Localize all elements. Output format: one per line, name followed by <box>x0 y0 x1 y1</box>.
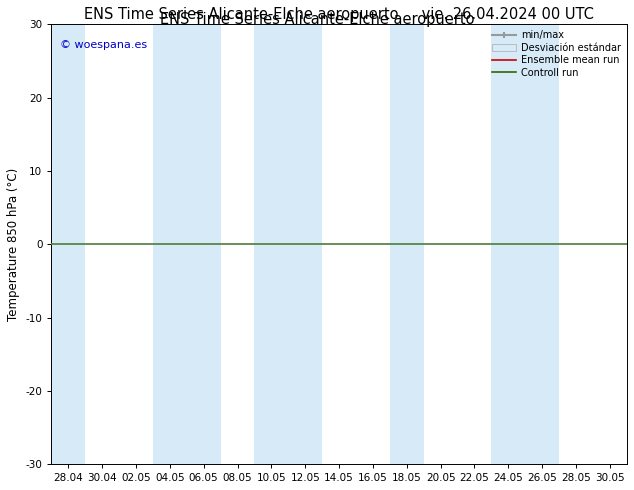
Text: © woespana.es: © woespana.es <box>60 40 147 50</box>
Y-axis label: Temperature 850 hPa (°C): Temperature 850 hPa (°C) <box>7 168 20 321</box>
Title: ENS Time Series Alicante-Elche aeropuerto     vie. 26.04.2024 00 UTC: ENS Time Series Alicante-Elche aeropuert… <box>84 7 594 22</box>
Bar <box>491 24 559 464</box>
Text: ENS Time Series Alicante-Elche aeropuerto: ENS Time Series Alicante-Elche aeropuert… <box>160 12 474 27</box>
Bar <box>51 24 85 464</box>
Bar <box>390 24 424 464</box>
Legend: min/max, Desviación estándar, Ensemble mean run, Controll run: min/max, Desviación estándar, Ensemble m… <box>489 27 624 80</box>
Bar <box>153 24 221 464</box>
Bar <box>254 24 322 464</box>
